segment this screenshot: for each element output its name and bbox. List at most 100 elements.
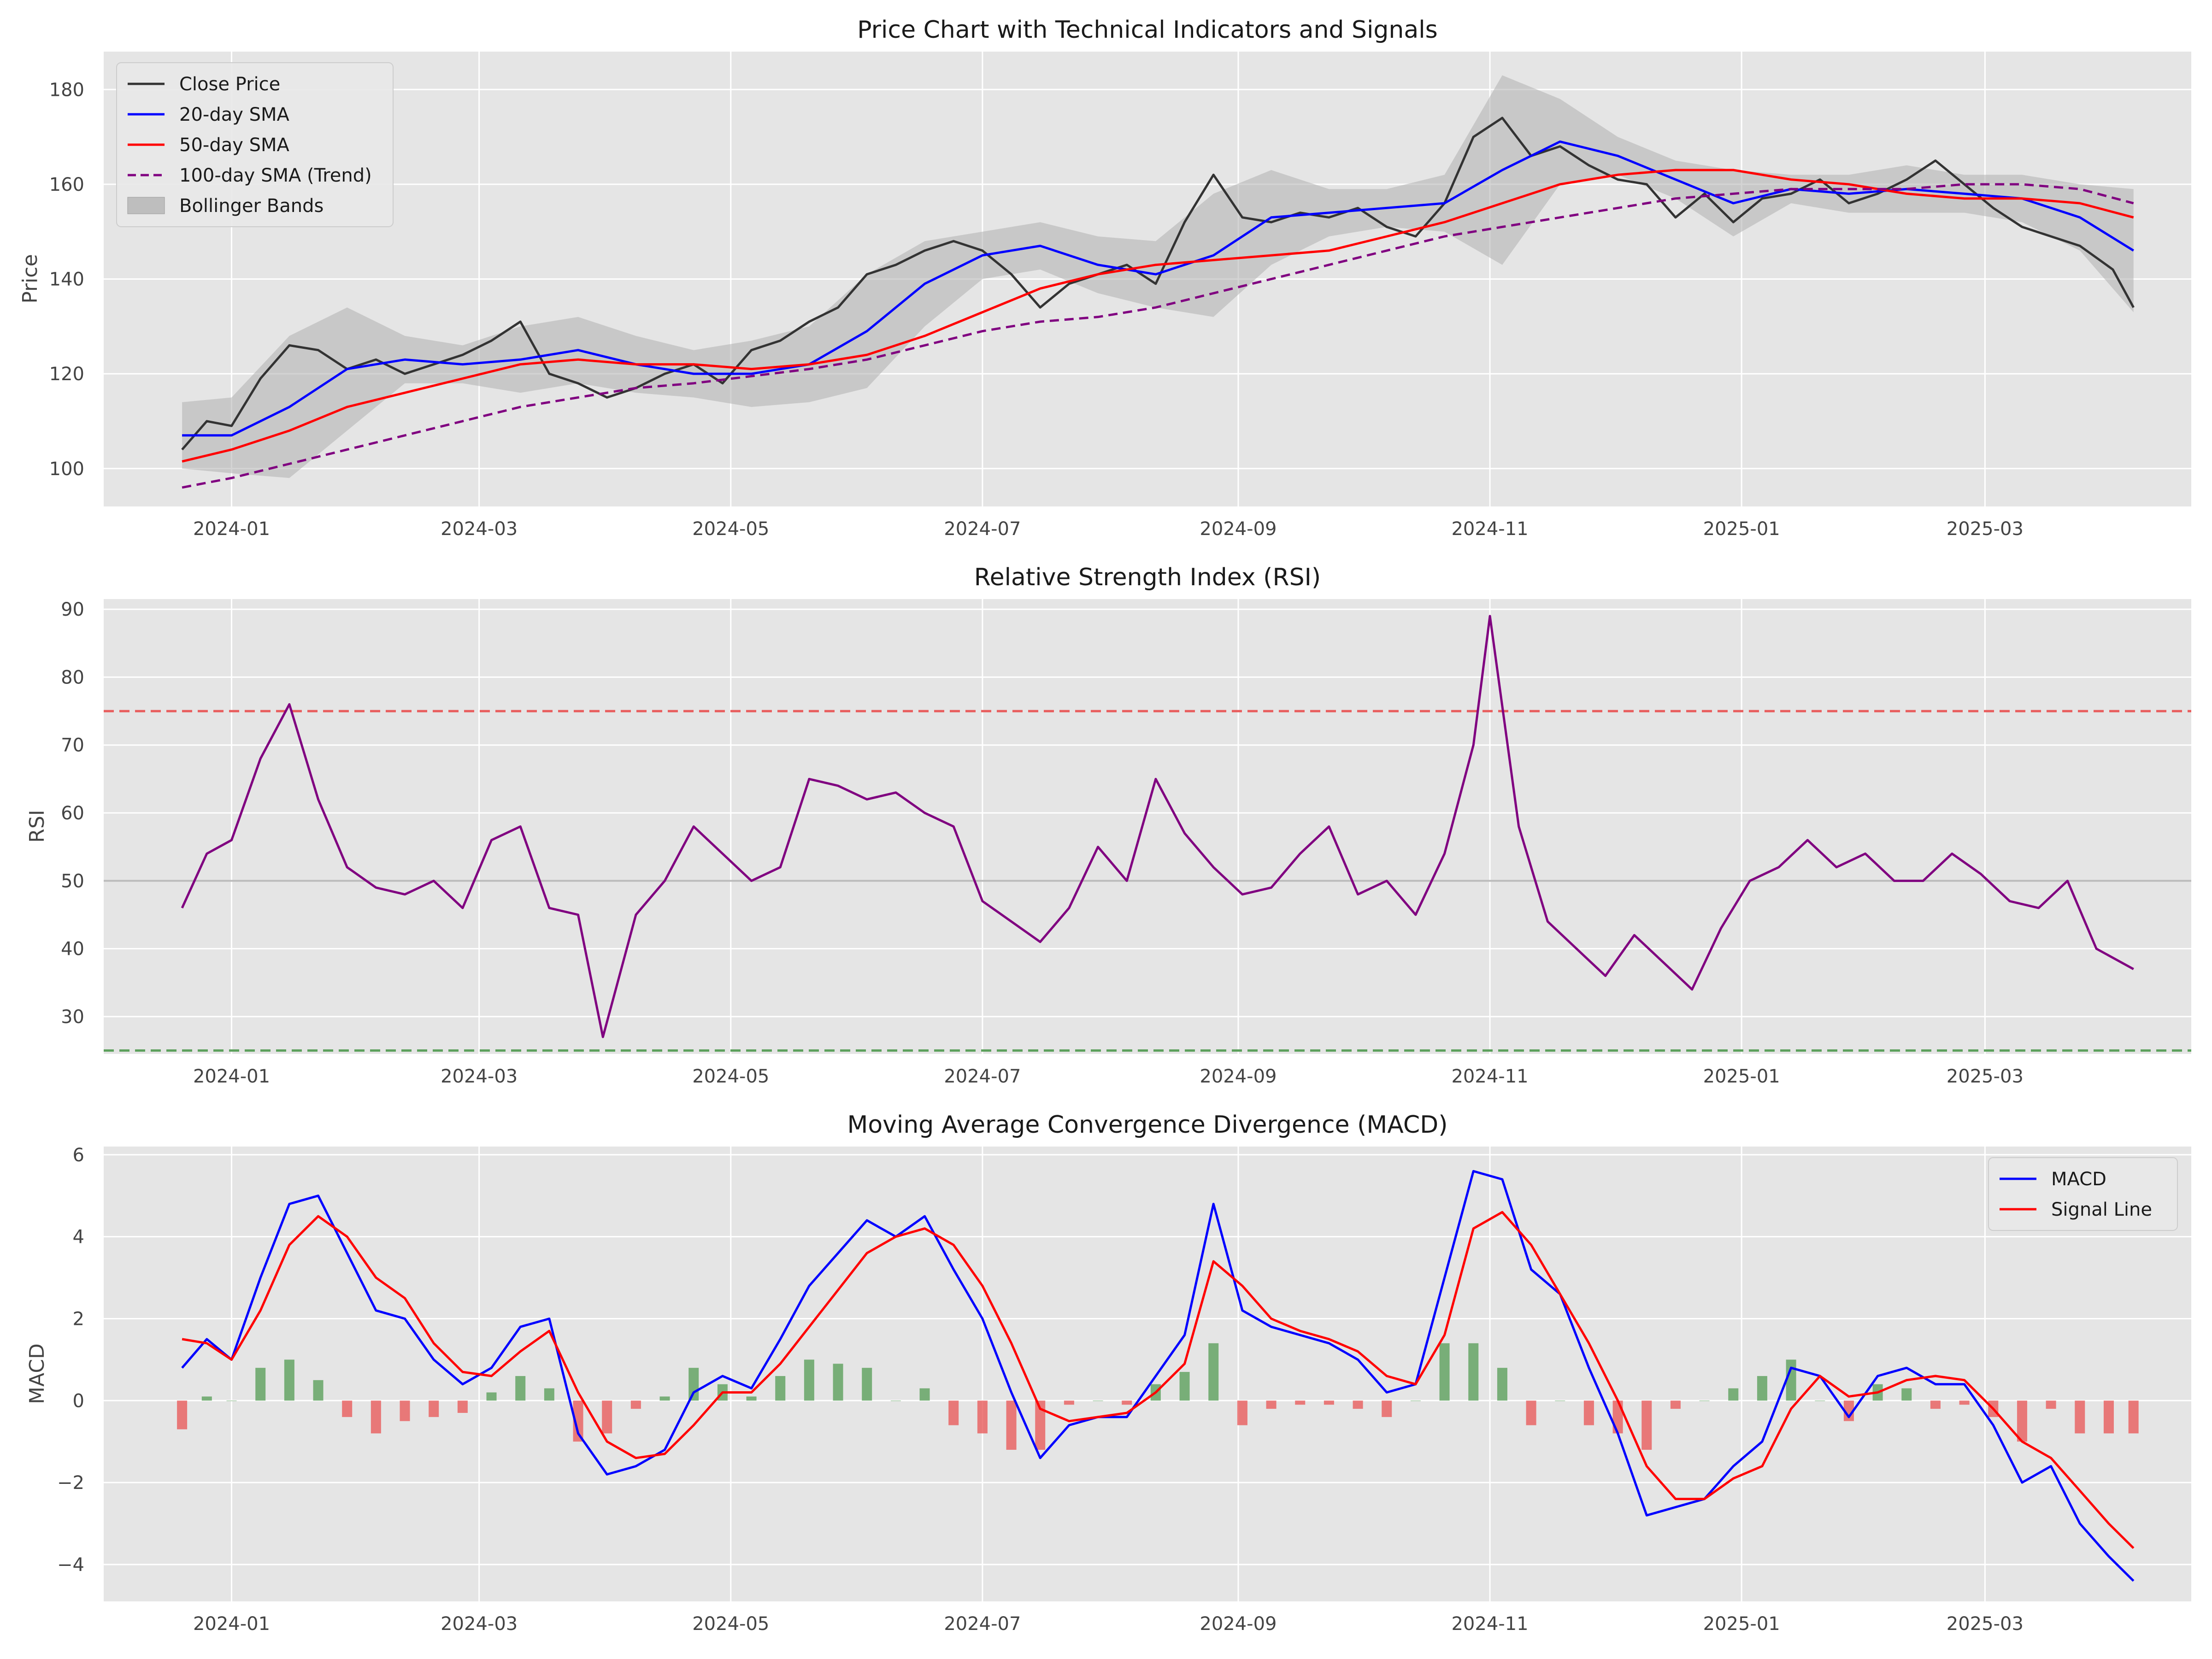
macd-histogram-bar [1324,1400,1334,1405]
macd-histogram-bar [1410,1400,1421,1401]
rsi-x-tick-label: 2025-03 [1947,1066,2024,1087]
macd-histogram-bar [1179,1372,1190,1401]
macd-histogram-bar [1583,1400,1594,1425]
price-chart-title: Price Chart with Technical Indicators an… [857,16,1438,44]
macd-histogram-bar [1843,1400,1854,1421]
macd-histogram-bar [1237,1400,1247,1425]
macd-histogram-bar [1295,1400,1306,1405]
macd-legend-label: Signal Line [2051,1199,2152,1220]
macd-series-signal-line [182,1211,2135,1549]
macd-histogram-bar [1439,1343,1450,1401]
macd-histogram-bar [1064,1400,1074,1405]
rsi-x-tick-label: 2024-07 [944,1066,1021,1087]
price-ticks: 2024-01 2024-03 2024-05 2024-07 2024-09 2024-… [49,79,2024,540]
price-x-tick-label: 2025-03 [1947,518,2024,540]
macd-histogram-bar [919,1388,930,1401]
macd-y-axis-label: MACD [25,1343,49,1404]
price-series-100-day-sma-trend [182,183,2134,489]
price-x-tick-label: 2024-09 [1200,518,1277,540]
macd-histogram-bar [2046,1400,2056,1409]
macd-y-tick-label: −2 [57,1472,84,1494]
rsi-y-tick-label: 90 [61,599,84,620]
macd-legend-label: MACD [2051,1169,2106,1190]
macd-series-macd [181,1170,2135,1582]
macd-histogram-bar [226,1400,237,1401]
macd-histogram-bar [1382,1400,1392,1417]
macd-histogram-bar [1815,1400,1825,1401]
macd-histogram-bar [804,1359,814,1401]
price-x-tick-label: 2025-01 [1703,518,1780,540]
macd-histogram-bar [775,1376,786,1401]
macd-legend-box [1988,1157,2178,1231]
rsi-y-tick-label: 70 [61,735,84,756]
macd-histogram-bar [1266,1400,1277,1409]
macd-histogram-bar [255,1368,266,1401]
macd-histogram-bar [1901,1388,1912,1401]
macd-histogram-bar [1699,1400,1710,1401]
macd-x-tick-label: 2024-11 [1451,1613,1528,1635]
rsi-x-tick-label: 2024-11 [1451,1066,1528,1087]
macd-histogram-bar [2017,1400,2027,1442]
macd-histogram-bar [1526,1400,1536,1425]
rsi-y-tick-label: 50 [61,871,84,892]
price-y-tick-label: 100 [49,459,84,480]
macd-marks [177,1170,2139,1582]
price-marks [181,75,2135,489]
macd-histogram-bar [371,1400,381,1434]
macd-histogram-bar [746,1396,757,1401]
price-legend-swatch [127,197,165,214]
price-x-tick-label: 2024-01 [193,518,270,540]
macd-histogram-bar [1757,1376,1767,1401]
price-y-tick-label: 140 [49,269,84,290]
macd-histogram-bar [1353,1400,1363,1409]
macd-x-tick-label: 2025-03 [1947,1613,2024,1635]
macd-histogram-bar [1959,1400,1970,1405]
macd-histogram-bar [1468,1343,1479,1401]
macd-y-tick-label: 2 [73,1308,84,1330]
price-x-tick-label: 2024-03 [441,518,518,540]
macd-histogram-bar [1670,1400,1681,1409]
price-legend-label: Close Price [179,74,280,95]
macd-grid [104,1147,2191,1601]
rsi-ticks: 2024-01 2024-03 2024-05 2024-07 2024-09 2024-… [61,599,2024,1087]
macd-histogram-bar [1930,1400,1941,1409]
macd-histogram-bar [1786,1359,1796,1401]
rsi-series-line [181,615,2134,1038]
rsi-y-tick-label: 80 [61,667,84,688]
rsi-plot-area [104,599,2191,1054]
macd-histogram-bar [833,1364,843,1401]
price-y-tick-label: 120 [49,364,84,385]
macd-histogram-bar [1208,1343,1219,1401]
macd-plot-area [104,1147,2191,1601]
macd-histogram-bar [1555,1400,1565,1401]
rsi-x-tick-label: 2024-05 [692,1066,769,1087]
macd-histogram-bar [515,1376,526,1401]
macd-histogram-bar [1497,1368,1507,1401]
macd-histogram-bar [2103,1400,2114,1434]
macd-histogram-bar [1093,1400,1103,1401]
macd-histogram-bar [1612,1400,1623,1434]
rsi-y-axis-label: RSI [25,810,49,842]
price-y-tick-label: 160 [49,174,84,195]
rsi-marks [104,615,2191,1052]
macd-histogram-bar [1122,1400,1132,1405]
price-legend-box [116,62,394,227]
macd-y-tick-label: 0 [73,1390,84,1412]
macd-x-tick-label: 2025-01 [1703,1613,1780,1635]
macd-histogram-bar [948,1400,959,1425]
rsi-chart-title: Relative Strength Index (RSI) [974,564,1321,591]
macd-histogram-bar [688,1368,699,1401]
macd-histogram-bar [457,1400,468,1413]
macd-histogram-bar [890,1400,901,1401]
macd-histogram-bar [544,1388,554,1401]
macd-histogram-bar [630,1400,641,1409]
macd-ticks: 2024-01 2024-03 2024-05 2024-07 2024-09 2024-… [57,1145,2024,1635]
macd-x-tick-label: 2024-01 [193,1613,270,1635]
macd-histogram-bar [177,1400,188,1430]
macd-histogram-bar [977,1400,988,1434]
macd-histogram-bar [659,1396,670,1401]
macd-histogram-bar [1035,1400,1046,1450]
price-series-50-day-sma [182,169,2134,463]
macd-y-tick-label: 4 [73,1227,84,1248]
